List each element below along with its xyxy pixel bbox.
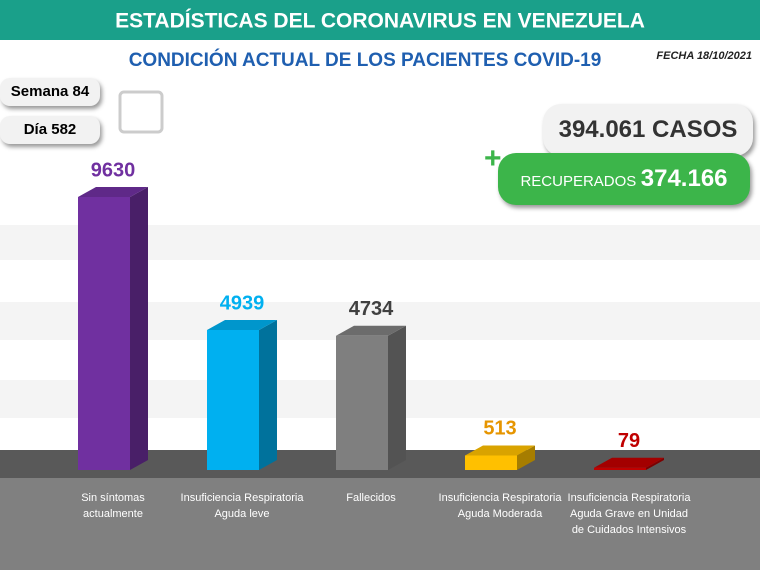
data-label: 79 xyxy=(618,430,640,452)
data-label: 513 xyxy=(483,418,516,440)
recovered-label: RECUPERADOS xyxy=(520,173,637,190)
subtitle: CONDICIÓN ACTUAL DE LOS PACIENTES COVID-… xyxy=(129,49,602,71)
data-label: 4734 xyxy=(349,298,394,320)
bar xyxy=(207,319,277,470)
header-band xyxy=(0,0,760,40)
category-label: Sin síntomas actualmente xyxy=(81,492,145,520)
week: Semana 84 xyxy=(0,78,100,106)
recovered-value: 374.166 xyxy=(640,165,728,192)
bar xyxy=(336,325,406,470)
plus-icon: + xyxy=(484,142,502,175)
category-label: Insuficiencia Respiratoria Aguda Moderad… xyxy=(438,492,562,520)
date: FECHA 18/10/2021 xyxy=(656,50,752,62)
recovered: RECUPERADOS 374.166 xyxy=(498,153,750,205)
bar xyxy=(594,457,664,470)
data-label: 4939 xyxy=(220,292,265,314)
calendar-icon xyxy=(118,90,164,134)
bar xyxy=(78,187,148,470)
cases: 394.061 CASOS xyxy=(543,104,753,156)
title: ESTADÍSTICAS DEL CORONAVIRUS EN VENEZUEL… xyxy=(115,10,645,33)
category-label: Insuficiencia Respiratoria Aguda leve xyxy=(180,492,304,520)
data-label: 9630 xyxy=(91,159,136,181)
category-label: Fallecidos xyxy=(346,492,396,504)
category-label: Insuficiencia Respiratoria Aguda Grave e… xyxy=(567,492,691,536)
bar xyxy=(465,445,535,470)
day: Día 582 xyxy=(0,116,100,144)
label-band xyxy=(0,478,760,570)
